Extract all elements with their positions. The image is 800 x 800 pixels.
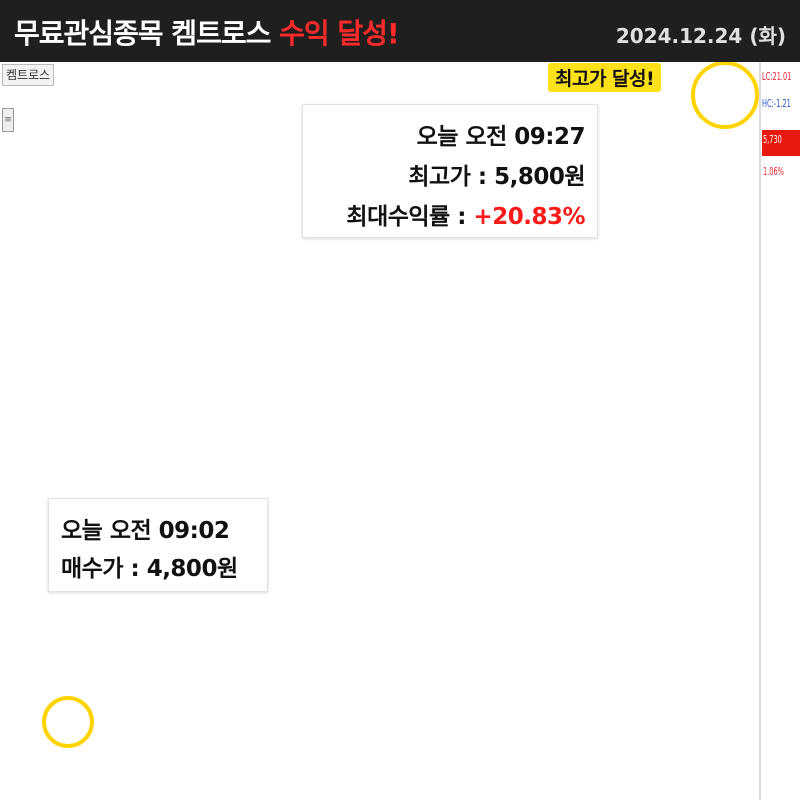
title-highlight: 수익 달성!	[279, 17, 400, 50]
y-axis-panel	[760, 62, 800, 800]
header-bar: 무료관심종목 켐트로스 수익 달성! 2024.12.24 (화)	[0, 0, 800, 62]
high-time-text: 오늘 오전 09:27	[416, 124, 586, 150]
buy-price-text: 매수가 : 4,800원	[61, 556, 238, 582]
buy-price-callout: 오늘 오전 09:02 매수가 : 4,800원	[48, 498, 268, 592]
last-change-label: 1.06%	[763, 167, 784, 179]
candlestick-chart: 4,7004,8004,9005,0005,1005,2005,3005,400…	[42, 62, 800, 800]
lc-label: LC:21.01	[762, 72, 791, 84]
high-reached-badge: 최고가 달성!	[548, 63, 662, 92]
high-price-text: 최고가 : 5,800원	[408, 164, 585, 190]
max-return-label: 최대수익률 :	[346, 204, 474, 230]
last-price-label: 5,730	[763, 135, 782, 147]
max-return-value: +20.83%	[473, 204, 585, 230]
header-date: 2024.12.24 (화)	[615, 24, 786, 48]
max-return-text: 최대수익률 : +20.83%	[346, 197, 585, 231]
high-highlight-circle	[691, 62, 759, 129]
hc-label: HC:-1.21	[762, 99, 791, 111]
chart-tool-icon[interactable]: ≡	[2, 108, 14, 132]
stock-name-tag[interactable]: 켐트로스	[2, 64, 55, 86]
high-price-callout: 오늘 오전 09:27 최고가 : 5,800원 최대수익률 : +20.83%	[302, 104, 598, 238]
buy-time-text: 오늘 오전 09:02	[61, 518, 230, 544]
page-title: 무료관심종목 켐트로스 수익 달성!	[14, 12, 400, 52]
title-prefix: 무료관심종목 켐트로스	[14, 17, 280, 50]
last-price-badge	[762, 130, 800, 156]
buy-highlight-circle	[42, 696, 94, 748]
